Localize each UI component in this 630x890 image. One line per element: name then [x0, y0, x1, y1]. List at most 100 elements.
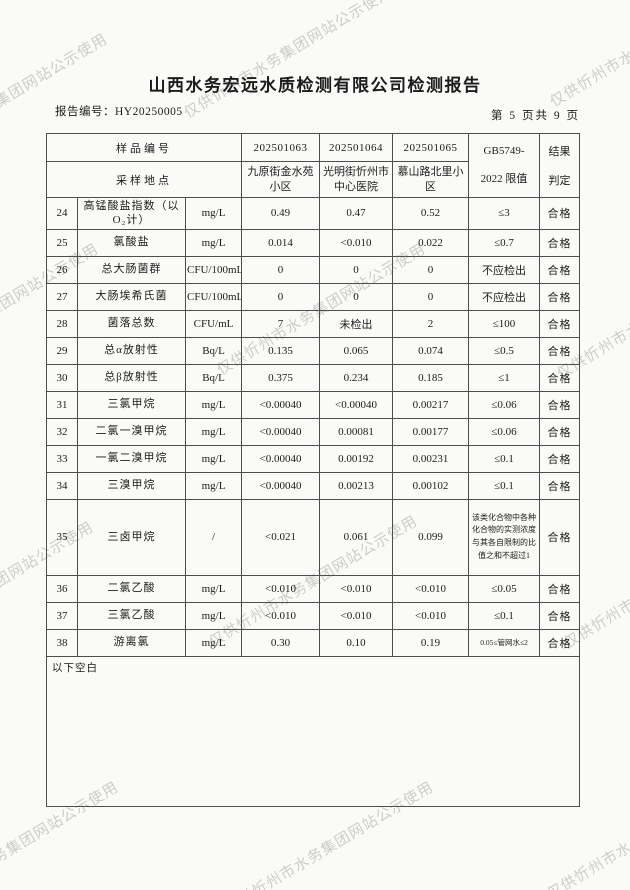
result-cell: 合格	[539, 628, 581, 657]
sample2-value-cell: 0.065	[319, 336, 394, 365]
sample-id-2: 202501064	[319, 133, 394, 162]
sample1-value-cell: <0.00040	[241, 444, 321, 473]
result-cell: 合格	[539, 282, 581, 311]
sample1-value-cell: 0	[241, 255, 321, 284]
unit-cell: CFU/100mL	[184, 255, 243, 284]
row-number-cell: 27	[46, 282, 78, 311]
parameter-name-cell: 总α放射性	[77, 336, 186, 365]
limit-cell: ≤0.5	[468, 336, 541, 365]
sample-id-1: 202501063	[241, 133, 321, 162]
table-row: 33 一氯二溴甲烷 mg/L <0.00040 0.00192 0.00231 …	[46, 444, 581, 473]
sample2-value-cell: <0.010	[319, 228, 394, 257]
sample1-value-cell: <0.00040	[241, 417, 321, 446]
result-cell: 合格	[539, 363, 581, 392]
sample3-value-cell: 0.52	[392, 197, 470, 230]
unit-cell: mg/L	[184, 228, 243, 257]
table-row: 25 氯酸盐 mg/L 0.014 <0.010 0.022 ≤0.7 合格	[46, 228, 581, 257]
row-number-cell: 32	[46, 417, 78, 446]
report-number-label: 报告编号：	[55, 106, 115, 118]
result-cell: 合格	[539, 309, 581, 338]
result-cell: 合格	[539, 197, 581, 230]
unit-cell: mg/L	[184, 390, 243, 419]
result-cell: 合格	[539, 336, 581, 365]
row-number-cell: 31	[46, 390, 78, 419]
result-cell: 合格	[539, 444, 581, 473]
table-row: 38 游离氯 mg/L 0.30 0.10 0.19 0.05≤管网水≤2 合格	[46, 628, 581, 657]
table-row: 30 总β放射性 Bq/L 0.375 0.234 0.185 ≤1 合格	[46, 363, 581, 392]
limit-cell: ≤0.1	[468, 601, 541, 630]
limit-cell: 该类化合物中各种化合物的实测浓度与其各自限制的比值之和不超过1	[468, 498, 541, 576]
report-number-value: HY20250005	[115, 106, 183, 118]
limit-cell: ≤100	[468, 309, 541, 338]
sample-id-3: 202501065	[392, 133, 470, 162]
sample3-value-cell: <0.010	[392, 574, 470, 603]
parameter-name-cell: 二氯乙酸	[77, 574, 186, 603]
table-row: 37 三氯乙酸 mg/L <0.010 <0.010 <0.010 ≤0.1 合…	[46, 601, 581, 630]
sample3-value-cell: 0	[392, 255, 470, 284]
row-number-cell: 37	[46, 601, 78, 630]
result-cell: 合格	[539, 471, 581, 500]
unit-cell: CFU/mL	[184, 309, 243, 338]
parameter-name-cell: 总β放射性	[77, 363, 186, 392]
result-cell: 合格	[539, 601, 581, 630]
parameter-name-cell: 三卤甲烷	[77, 498, 186, 576]
table-row: 27 大肠埃希氏菌 CFU/100mL 0 0 0 不应检出 合格	[46, 282, 581, 311]
parameter-name-cell: 三氯甲烷	[77, 390, 186, 419]
sample1-value-cell: <0.010	[241, 574, 321, 603]
sample2-value-cell: 0.234	[319, 363, 394, 392]
row-number-cell: 26	[46, 255, 78, 284]
sample3-value-cell: 0.074	[392, 336, 470, 365]
result-header-line1: 结果	[548, 146, 571, 158]
result-column-header: 结果 判定	[539, 133, 581, 198]
sample2-value-cell: 0.00192	[319, 444, 394, 473]
parameter-name-cell: 一氯二溴甲烷	[77, 444, 186, 473]
parameter-name-cell: 总大肠菌群	[77, 255, 186, 284]
sample3-value-cell: 0.022	[392, 228, 470, 257]
parameter-name-cell: 大肠埃希氏菌	[77, 282, 186, 311]
sample1-value-cell: 0.014	[241, 228, 321, 257]
limit-column-header: GB5749- 2022 限值	[468, 133, 541, 198]
result-cell: 合格	[539, 228, 581, 257]
blank-note: 以下空白	[45, 655, 581, 807]
sample3-value-cell: 0.00231	[392, 444, 470, 473]
unit-cell: mg/L	[184, 444, 243, 473]
table-row: 36 二氯乙酸 mg/L <0.010 <0.010 <0.010 ≤0.05 …	[46, 574, 581, 603]
blank-row: 以下空白	[45, 655, 581, 807]
location-row-label: 采样地点	[45, 161, 243, 198]
row-number-cell: 30	[46, 363, 78, 392]
sample3-value-cell: 0.099	[392, 498, 470, 576]
limit-cell: 不应检出	[468, 282, 541, 311]
limit-cell: ≤1	[468, 363, 541, 392]
sample3-value-cell: 0.00217	[392, 390, 470, 419]
report-title: 山西水务宏远水质检测有限公司检测报告	[148, 76, 482, 95]
sample2-value-cell: 0.47	[319, 197, 394, 230]
sample1-value-cell: <0.00040	[241, 471, 321, 500]
parameter-name-cell: 高锰酸盐指数（以O₂计）	[77, 197, 186, 230]
limit-header-line1: GB5749-	[483, 145, 525, 157]
sample1-value-cell: 0.135	[241, 336, 321, 365]
limit-cell: ≤0.05	[468, 574, 541, 603]
sample1-value-cell: 0.49	[241, 197, 321, 230]
results-body: 24 高锰酸盐指数（以O₂计） mg/L 0.49 0.47 0.52 ≤3 合…	[46, 197, 581, 657]
table-row: 26 总大肠菌群 CFU/100mL 0 0 0 不应检出 合格	[46, 255, 581, 284]
row-number-cell: 29	[46, 336, 78, 365]
location-3: 慕山路北里小区	[392, 161, 470, 198]
unit-cell: mg/L	[184, 417, 243, 446]
row-number-cell: 28	[46, 309, 78, 338]
unit-cell: mg/L	[184, 601, 243, 630]
unit-cell: mg/L	[184, 197, 243, 230]
parameter-name-cell: 氯酸盐	[77, 228, 186, 257]
watermark: 仅供忻州市水务集团网站公示使用	[181, 0, 396, 122]
sample1-value-cell: <0.00040	[241, 390, 321, 419]
results-table: 样品编号 202501063 202501064 202501065 GB574…	[45, 133, 581, 807]
limit-header-line2: 2022 限值	[480, 173, 528, 185]
limit-cell: ≤0.06	[468, 390, 541, 419]
limit-cell: ≤0.7	[468, 228, 541, 257]
limit-cell: 不应检出	[468, 255, 541, 284]
result-cell: 合格	[539, 498, 581, 576]
location-2: 光明街忻州市中心医院	[319, 161, 394, 198]
sample-id-row-label: 样品编号	[45, 133, 243, 162]
table-row: 28 菌落总数 CFU/mL 7 未检出 2 ≤100 合格	[46, 309, 581, 338]
sample2-value-cell: 未检出	[319, 309, 394, 338]
